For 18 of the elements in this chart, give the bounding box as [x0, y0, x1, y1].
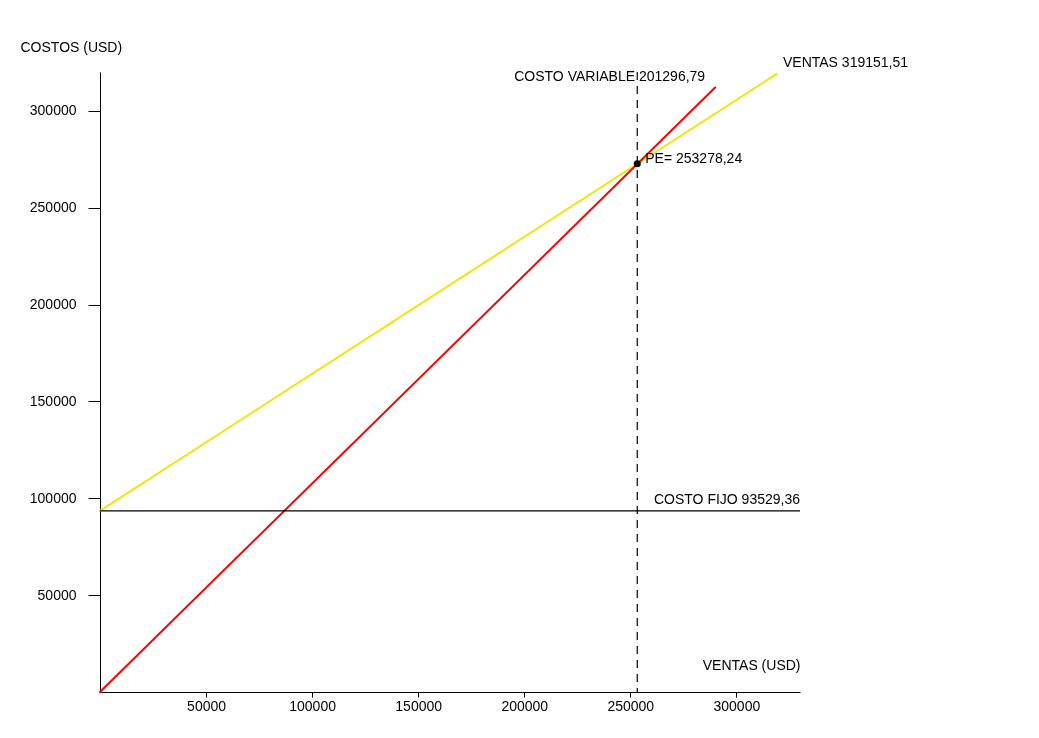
annotation: COSTO VARIABLE 201296,79	[514, 67, 706, 84]
x-axis-title: VENTAS (USD)	[702, 656, 801, 673]
ref-line-label: COSTO FIJO 93529,36	[653, 490, 801, 507]
y-tick-label: 250000	[29, 199, 77, 216]
x-tick-label: 150000	[395, 697, 443, 714]
ref-line-label: PE= 253278,24	[645, 149, 743, 166]
x-tick-label: 300000	[713, 697, 761, 714]
x-tick-label: 200000	[501, 697, 549, 714]
y-tick-label: 300000	[29, 102, 77, 119]
annotation: VENTAS 319151,51	[782, 53, 909, 70]
y-tick-label: 150000	[29, 392, 77, 409]
x-tick-label: 250000	[607, 697, 655, 714]
y-tick-label: 50000	[37, 586, 77, 603]
y-axis-title: COSTOS (USD)	[20, 38, 123, 55]
x-tick-label: 100000	[289, 697, 337, 714]
y-tick-label: 200000	[29, 296, 77, 312]
x-tick-label: 50000	[187, 697, 227, 714]
y-tick-label: 100000	[29, 489, 77, 506]
